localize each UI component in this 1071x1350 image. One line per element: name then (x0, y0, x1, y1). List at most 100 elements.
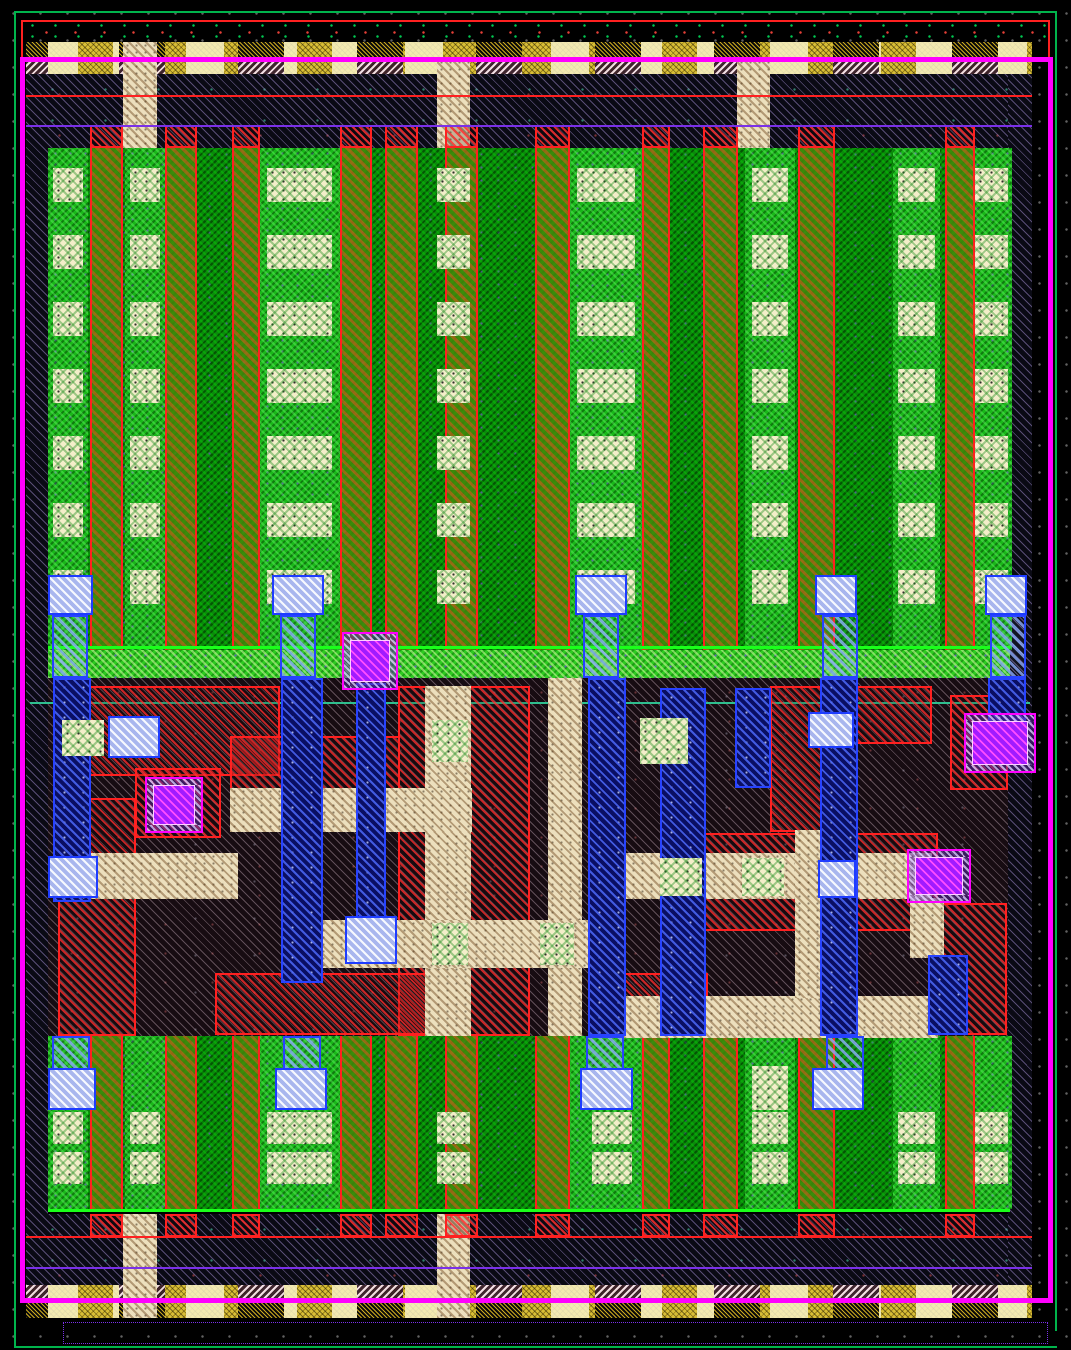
m2dark (588, 678, 626, 1036)
gate (703, 1036, 738, 1209)
contact-cream (577, 436, 635, 470)
pad-lav (108, 716, 160, 758)
contact-cream (437, 570, 470, 604)
contact-cream (267, 168, 332, 202)
gate (340, 148, 372, 650)
gate (165, 1036, 197, 1209)
red-box (165, 125, 197, 148)
via (907, 849, 971, 903)
pad-lav (275, 1068, 327, 1110)
contact-cream (267, 235, 332, 269)
contact-cream (53, 1152, 83, 1184)
pad-lav (812, 1068, 864, 1110)
contact-cream (130, 168, 160, 202)
contact-cream (53, 1112, 83, 1144)
contact-cream (975, 168, 1008, 202)
m2light (822, 615, 858, 678)
contact-cream (577, 503, 635, 537)
gate (535, 1036, 570, 1209)
red-box (90, 125, 123, 148)
contact-cream (752, 235, 788, 269)
contact-cream (437, 369, 470, 403)
poly-tan (590, 996, 938, 1038)
contact-cream (53, 369, 83, 403)
gate (232, 1036, 260, 1209)
contact-cream (975, 1152, 1008, 1184)
ln-red (26, 1236, 1032, 1238)
red-box (90, 1214, 123, 1237)
implant-dots-band (21, 20, 1050, 42)
gate (798, 148, 835, 650)
gate (945, 1036, 975, 1209)
ln-red (26, 95, 1032, 97)
contact-cream (437, 436, 470, 470)
poly-tan (230, 788, 472, 832)
contact-cream (130, 436, 160, 470)
contact-cream (898, 570, 935, 604)
red-box (340, 1214, 372, 1237)
gate (90, 148, 123, 650)
red-box (385, 1214, 418, 1237)
red-box (703, 125, 738, 148)
m2light (583, 615, 619, 678)
red-box (945, 1214, 975, 1237)
boundary-marker (63, 1322, 1048, 1344)
gate (945, 148, 975, 650)
via (964, 713, 1036, 773)
contact-cream (437, 1112, 470, 1144)
contact-cream (752, 1066, 788, 1110)
contact-cream (752, 436, 788, 470)
m2light (990, 615, 1026, 678)
cell-boundary-top (20, 57, 1053, 62)
poly-tan (548, 678, 582, 1036)
red-hatch (770, 686, 822, 832)
gate (385, 148, 418, 650)
ln-purple (26, 1267, 1032, 1269)
cell-boundary-left (20, 57, 25, 1303)
pad-lav (575, 575, 627, 615)
ln-brightgreen (48, 646, 1010, 649)
contact-cream (432, 923, 468, 965)
contact-cream (53, 302, 83, 336)
contact-cream (432, 720, 468, 762)
cell-boundary-bottom (20, 1298, 1053, 1303)
pad-lav (818, 860, 856, 898)
contact-cream (898, 503, 935, 537)
contact-cream (437, 168, 470, 202)
m2dark (356, 683, 386, 925)
contact-cream (53, 436, 83, 470)
contact-cream (53, 503, 83, 537)
contact-cream (130, 503, 160, 537)
m2light (52, 615, 88, 678)
pad-lav (580, 1068, 633, 1110)
contact-cream (577, 369, 635, 403)
contact-cream (898, 1152, 935, 1184)
red-box (535, 125, 570, 148)
ln-teal (30, 702, 1030, 704)
contact-cream (640, 718, 688, 764)
contact-cream (898, 235, 935, 269)
contact-cream (742, 858, 784, 896)
ln-green (14, 11, 1057, 13)
gate (703, 148, 738, 650)
contact-cream (130, 235, 160, 269)
red-box (703, 1214, 738, 1237)
contact-cream (437, 1152, 470, 1184)
ln-green (14, 11, 16, 1348)
contact-cream (752, 369, 788, 403)
red-box (642, 1214, 670, 1237)
contact-cream (898, 302, 935, 336)
red-box (535, 1214, 570, 1237)
gate (535, 148, 570, 650)
via (145, 777, 203, 833)
contact-cream (660, 858, 702, 896)
red-box (165, 1214, 197, 1237)
contact-cream (130, 570, 160, 604)
ln-green (14, 1346, 1057, 1348)
gate (90, 1036, 123, 1209)
pad-lav (272, 575, 324, 615)
contact-cream (437, 302, 470, 336)
contact-cream (130, 302, 160, 336)
contact-cream (975, 503, 1008, 537)
ln-brightgreen (48, 1209, 1010, 1212)
